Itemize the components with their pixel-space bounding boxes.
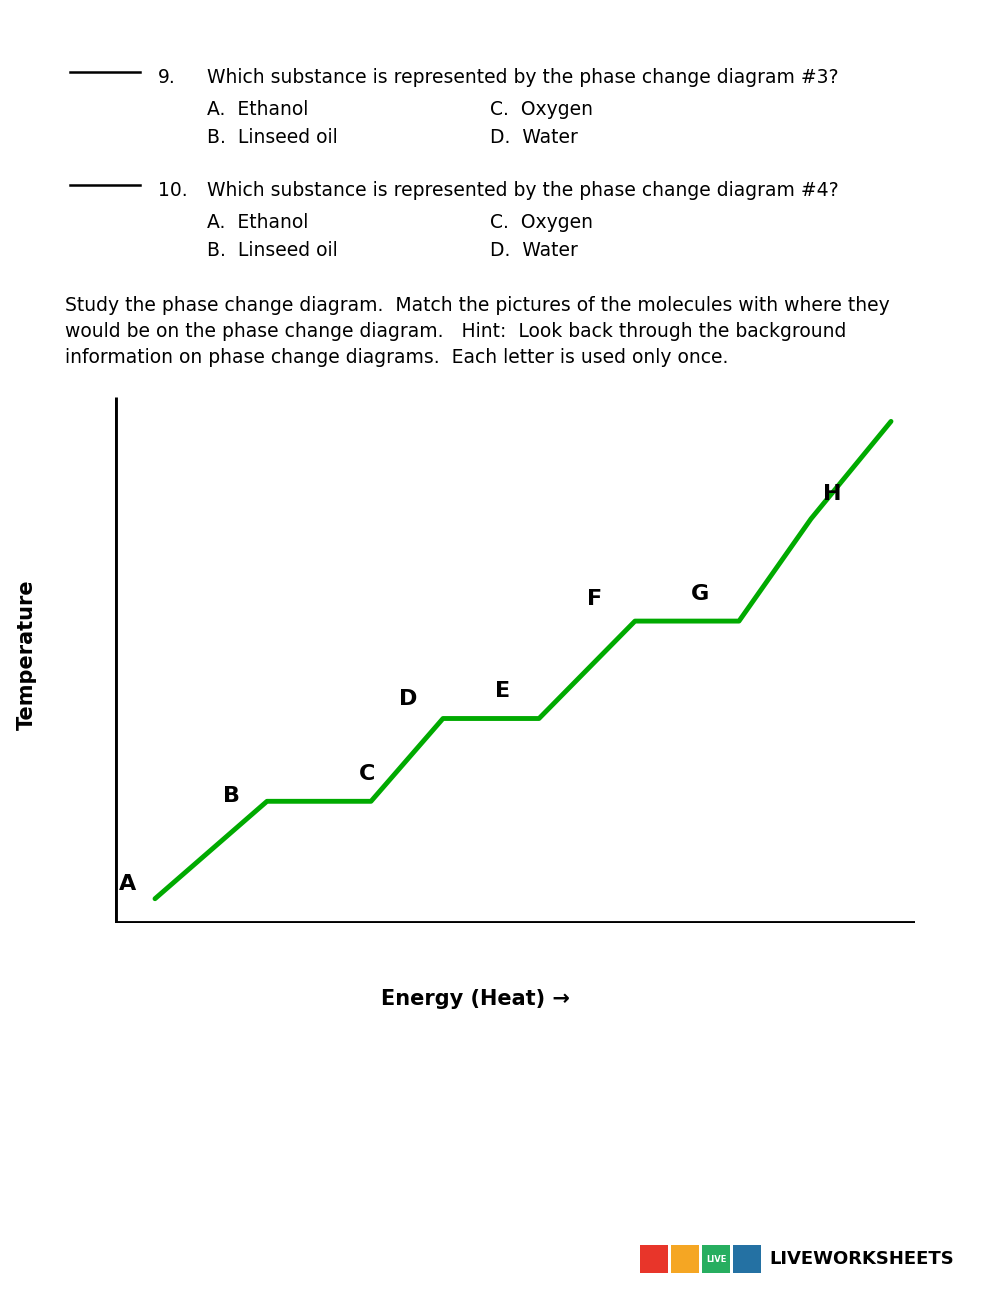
Text: D.  Water: D. Water — [490, 241, 578, 259]
FancyBboxPatch shape — [702, 1245, 730, 1273]
Text: Study the phase change diagram.  Match the pictures of the molecules with where : Study the phase change diagram. Match th… — [65, 296, 890, 315]
Text: Energy (Heat) →: Energy (Heat) → — [381, 989, 569, 1008]
Text: B.  Linseed oil: B. Linseed oil — [207, 241, 338, 259]
Text: 9.: 9. — [158, 68, 176, 86]
Text: H: H — [823, 484, 842, 505]
Text: Temperature: Temperature — [17, 580, 37, 731]
Text: G: G — [691, 584, 709, 604]
Text: Which substance is represented by the phase change diagram #3?: Which substance is represented by the ph… — [207, 68, 838, 86]
Text: E: E — [495, 682, 510, 701]
Text: F: F — [587, 589, 602, 609]
Text: B: B — [223, 786, 240, 806]
Text: A.  Ethanol: A. Ethanol — [207, 99, 308, 119]
Text: LIVE: LIVE — [706, 1255, 726, 1264]
Text: would be on the phase change diagram.   Hint:  Look back through the background: would be on the phase change diagram. Hi… — [65, 321, 846, 341]
Text: B.  Linseed oil: B. Linseed oil — [207, 128, 338, 147]
Text: C.  Oxygen: C. Oxygen — [490, 213, 593, 232]
Text: A.  Ethanol: A. Ethanol — [207, 213, 308, 232]
Text: 10.: 10. — [158, 181, 188, 200]
Text: Which substance is represented by the phase change diagram #4?: Which substance is represented by the ph… — [207, 181, 839, 200]
Text: D.  Water: D. Water — [490, 128, 578, 147]
Text: A: A — [119, 874, 136, 893]
FancyBboxPatch shape — [671, 1245, 699, 1273]
Text: C: C — [359, 764, 375, 784]
Text: C.  Oxygen: C. Oxygen — [490, 99, 593, 119]
Text: D: D — [399, 689, 417, 709]
FancyBboxPatch shape — [733, 1245, 761, 1273]
Text: LIVEWORKSHEETS: LIVEWORKSHEETS — [769, 1250, 954, 1268]
FancyBboxPatch shape — [640, 1245, 668, 1273]
Text: information on phase change diagrams.  Each letter is used only once.: information on phase change diagrams. Ea… — [65, 349, 728, 367]
